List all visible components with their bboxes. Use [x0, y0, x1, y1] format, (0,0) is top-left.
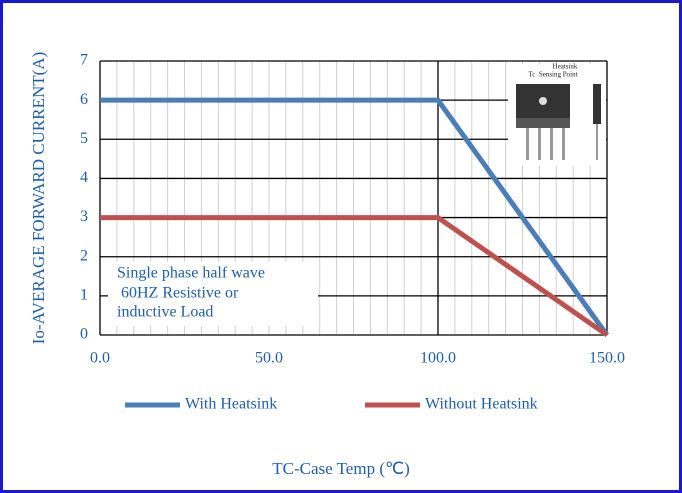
inset-label: Heatsink [553, 63, 578, 71]
series-line [100, 97, 610, 337]
series-group [100, 97, 610, 338]
x-tick-label: 50.0 [255, 350, 283, 367]
legend-label: Without Heatsink [425, 396, 538, 413]
y-tick-label: 0 [80, 326, 88, 343]
x-tick-label: 150.0 [589, 350, 625, 367]
x-tick-label: 100.0 [420, 350, 456, 367]
y-axis-label: Io-AVERAGE FORWARD CURRENT(A) [29, 52, 48, 344]
y-tick-label: 2 [80, 247, 88, 264]
inset-label: Tc Sensing Point [528, 71, 577, 79]
y-tick-label: 5 [80, 130, 88, 147]
package-side [593, 84, 601, 124]
pin [550, 128, 553, 160]
pin [562, 128, 565, 160]
y-tick-label: 4 [80, 169, 88, 186]
package-hole [539, 97, 547, 105]
y-tick-label: 3 [80, 208, 88, 225]
annotation: inductive Load [117, 304, 213, 321]
annotation-bg [108, 262, 318, 326]
annotation: Single phase half wave [117, 265, 265, 282]
inset-image: Heatsink Tc Sensing Point [508, 63, 606, 166]
x-axis-label: TC-Case Temp (℃) [272, 459, 410, 478]
x-tick-label: 0.0 [90, 350, 110, 367]
pin-side [596, 124, 598, 160]
series-line [100, 215, 609, 338]
package-base [516, 118, 570, 128]
y-tick-label: 7 [80, 52, 88, 69]
y-tick-label: 1 [80, 287, 88, 304]
legend-label: With Heatsink [185, 396, 277, 413]
pin [526, 128, 529, 160]
y-tick-label: 6 [80, 91, 88, 108]
annotation: 60HZ Resistive or [117, 285, 239, 302]
pin [538, 128, 541, 160]
